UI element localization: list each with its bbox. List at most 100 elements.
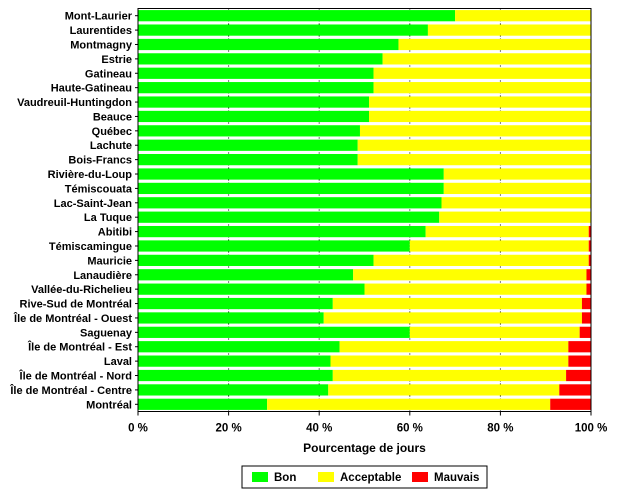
category-label: Témiscouata	[65, 183, 133, 195]
bar-segment	[330, 355, 569, 367]
bar-segment	[332, 369, 567, 382]
bar-segment	[441, 197, 591, 209]
category-label: Estrie	[101, 54, 132, 66]
category-label: Laval	[104, 356, 132, 368]
bar-segment	[138, 269, 354, 281]
category-label: Rive-Sud de Montréal	[20, 299, 132, 311]
category-label: Île de Montréal - Nord	[19, 370, 132, 383]
legend-label: Mauvais	[434, 472, 479, 484]
bar-segment	[566, 369, 591, 382]
category-label: Lanaudière	[73, 270, 132, 282]
bar-segment	[443, 168, 591, 180]
x-tick-label: 80 %	[487, 423, 513, 435]
bar-segment	[138, 96, 370, 108]
bar-segment	[138, 283, 365, 295]
x-tick-label: 100 %	[575, 423, 608, 435]
bar-segment	[427, 24, 591, 36]
category-label: Laurentides	[70, 25, 132, 37]
bar-segment	[138, 168, 444, 180]
bar-segment	[369, 96, 591, 108]
bar-segment	[339, 341, 569, 353]
bar-segment	[364, 283, 587, 295]
category-label: Vallée-du-Richelieu	[31, 284, 132, 296]
category-labels: Mont-Laurier Laurentides Montmagny Estrie Ga…	[9, 11, 138, 411]
legend-swatch	[412, 472, 428, 482]
bar-segment	[559, 384, 591, 396]
legend-swatch	[318, 472, 334, 482]
bar-segment	[138, 125, 360, 137]
category-label: Lac-Saint-Jean	[54, 198, 133, 210]
category-label: Île de Montréal - Ouest	[13, 312, 132, 325]
category-label: Île de Montréal - Centre	[9, 384, 132, 397]
bar-segment	[588, 225, 591, 238]
category-label: Témiscamingue	[49, 241, 132, 253]
legend-label: Acceptable	[340, 472, 401, 484]
category-label: Saguenay	[80, 327, 133, 339]
x-tick-label: 0 %	[128, 423, 148, 435]
bar-segment	[138, 355, 331, 367]
bar-segment	[568, 341, 591, 353]
bar-segment	[138, 53, 383, 65]
bar-segment	[357, 139, 591, 151]
category-label: Abitibi	[98, 227, 132, 239]
category-label: Bois-Francs	[68, 155, 132, 167]
bar-segment	[138, 10, 456, 22]
category-label: Rivière-du-Loup	[48, 169, 133, 181]
bar-segment	[357, 154, 591, 166]
bar-segment	[568, 355, 591, 367]
bar-segment	[138, 312, 324, 324]
bar-segment	[443, 182, 591, 195]
bar-segment	[581, 312, 591, 324]
bar-segment	[138, 38, 399, 51]
category-label: Île de Montréal - Est	[27, 341, 132, 354]
bar-segment	[138, 110, 370, 123]
bar-segment	[138, 341, 340, 353]
bars	[138, 10, 591, 410]
legend-box	[241, 465, 488, 489]
bar-segment	[138, 369, 333, 382]
bar-segment	[138, 240, 410, 252]
bar-segment	[455, 10, 591, 22]
bar-segment	[138, 326, 410, 338]
x-tick-label: 40 %	[306, 423, 332, 435]
legend-label: Bon	[274, 472, 296, 484]
x-tick-label: 20 %	[215, 423, 241, 435]
bar-segment	[439, 211, 591, 223]
bar-segment	[382, 53, 591, 65]
bar-segment	[586, 269, 591, 281]
bar-segment	[323, 312, 582, 324]
bar-segment	[138, 139, 358, 151]
bar-segment	[581, 297, 591, 310]
bar-segment	[138, 154, 358, 166]
bar-segment	[588, 254, 591, 266]
bar-segment	[328, 384, 560, 396]
x-axis-ticks: 0 % 20 % 40 % 60 % 80 % 100 %	[128, 411, 608, 435]
bar-segment	[373, 254, 589, 266]
category-label: Mauricie	[87, 255, 132, 267]
bar-segment	[409, 240, 589, 252]
bar-segment	[398, 38, 591, 51]
category-label: Beauce	[93, 111, 132, 123]
category-label: Lachute	[90, 140, 132, 152]
bar-segment	[550, 398, 591, 410]
x-tick-label: 60 %	[397, 423, 423, 435]
category-label: Vaudreuil-Huntingdon	[17, 97, 132, 109]
bar-segment	[579, 326, 591, 338]
bar-segment	[332, 297, 582, 310]
bar-segment	[588, 240, 591, 252]
grid-lines	[228, 8, 501, 412]
bar-segment	[138, 24, 428, 36]
bar-segment	[138, 398, 268, 410]
bar-segment	[138, 67, 374, 79]
category-label: Gatineau	[85, 68, 132, 80]
category-label: Haute-Gatineau	[51, 83, 132, 95]
category-label: Québec	[92, 126, 132, 138]
plot-area-frame	[137, 8, 592, 412]
category-label: Montmagny	[70, 39, 133, 51]
bar-segment	[138, 182, 444, 195]
bar-segment	[138, 254, 374, 266]
bar-segment	[425, 225, 589, 238]
legend-swatch	[252, 472, 268, 482]
bar-segment	[373, 67, 591, 79]
